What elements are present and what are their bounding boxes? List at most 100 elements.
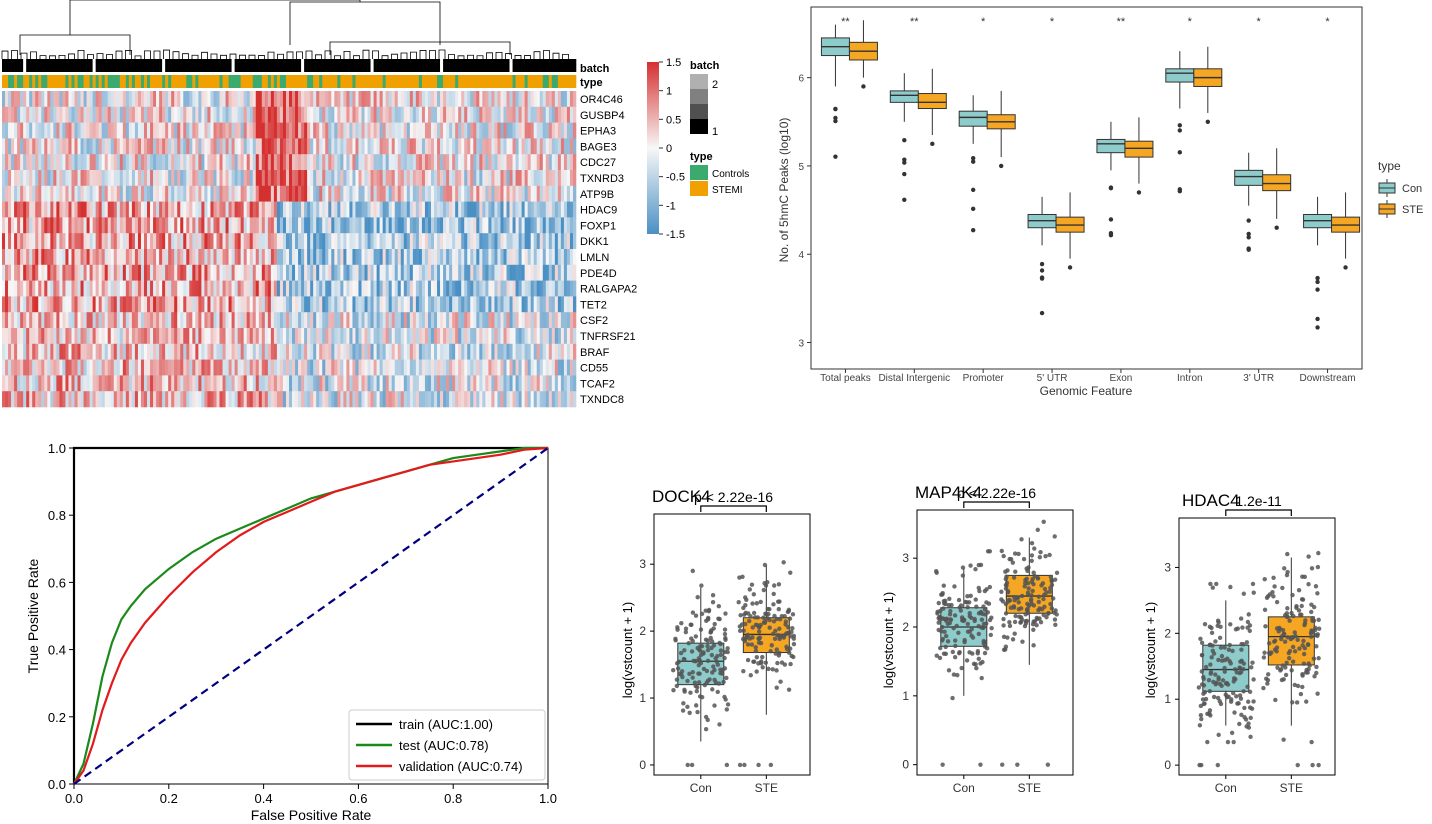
heatmap-cell — [77, 359, 81, 376]
type-annotation-cell — [346, 75, 350, 88]
heatmap-cell — [282, 91, 287, 108]
heatmap-cell — [20, 201, 24, 218]
heatmap-cell — [470, 138, 474, 155]
heatmap-cell — [56, 154, 60, 171]
batch-annotation-cell — [264, 59, 269, 72]
heatmap-cell — [2, 249, 6, 266]
heatmap-cell — [385, 264, 389, 281]
heatmap-cell — [427, 233, 432, 250]
batch-annotation-cell — [192, 59, 196, 72]
heatmap-cell — [137, 201, 142, 218]
heatmap-cell — [352, 122, 356, 139]
heatmap-cell — [394, 138, 399, 155]
heatmap-cell — [557, 359, 562, 376]
heatmap-cell — [548, 138, 553, 155]
heatmap-cell — [216, 280, 220, 297]
heatmap-cell — [98, 375, 102, 392]
heatmap-cell — [11, 233, 15, 250]
heatmap-cell — [382, 185, 386, 202]
heatmap-cell — [545, 122, 550, 139]
heatmap-cell — [131, 106, 136, 123]
heatmap-cell — [446, 201, 450, 218]
heatmap-cell — [140, 264, 145, 281]
heatmap-cell — [361, 296, 365, 313]
heatmap-cell — [352, 264, 356, 281]
heatmap-cell — [418, 233, 423, 250]
heatmap-cell — [497, 375, 501, 392]
heatmap-cell — [397, 391, 402, 408]
heatmap-cell — [8, 185, 12, 202]
data-point — [683, 626, 689, 631]
heatmap-cell — [8, 106, 12, 123]
heatmap-cell — [213, 217, 217, 234]
heatmap-cell — [140, 170, 145, 187]
heatmap-cell — [437, 170, 441, 187]
heatmap-cell — [177, 91, 181, 108]
heatmap-cell — [26, 312, 30, 329]
heatmap-cell — [518, 138, 522, 155]
heatmap-cell — [521, 375, 525, 392]
data-point — [763, 619, 768, 624]
heatmap-cell — [421, 91, 426, 108]
heatmap-cell — [358, 201, 362, 218]
colorbar-tick-label: 0 — [666, 143, 672, 155]
heatmap-cell — [313, 170, 317, 187]
data-point — [774, 647, 779, 652]
heatmap-cell — [153, 359, 157, 376]
data-point — [718, 667, 723, 672]
heatmap-cell — [53, 328, 57, 345]
data-point — [936, 627, 941, 633]
heatmap-cell — [104, 280, 109, 297]
heatmap-cell — [545, 170, 550, 187]
heatmap-cell — [74, 359, 78, 376]
heatmap-cell — [110, 328, 115, 345]
heatmap-cell — [509, 343, 513, 360]
heatmap-cell — [497, 201, 501, 218]
heatmap-cell — [367, 91, 371, 108]
heatmap-cell — [506, 343, 510, 360]
heatmap-cell — [482, 170, 486, 187]
data-point — [747, 636, 753, 641]
type-annotation-cell — [189, 75, 193, 88]
dendrogram-branch — [30, 51, 37, 59]
heatmap-cell — [560, 106, 565, 123]
heatmap-cell — [509, 106, 513, 123]
outlier-point — [970, 155, 976, 161]
heatmap-cell — [213, 375, 217, 392]
heatmap-cell — [325, 328, 329, 345]
heatmap-cell — [485, 343, 489, 360]
heatmap-cell — [391, 170, 396, 187]
heatmap-cell — [370, 217, 374, 234]
heatmap-cell — [406, 185, 411, 202]
heatmap-cell — [563, 375, 568, 392]
heatmap-cell — [285, 138, 290, 155]
heatmap-cell — [322, 264, 326, 281]
heatmap-cell — [418, 280, 423, 297]
type-annotation-cell — [150, 75, 154, 88]
heatmap-cell — [364, 375, 368, 392]
heatmap-cell — [316, 359, 320, 376]
heatmap-cell — [292, 138, 296, 155]
heatmap-cell — [539, 328, 544, 345]
heatmap-cell — [430, 280, 435, 297]
legend-key-con — [1378, 179, 1396, 197]
heatmap-cell — [367, 170, 371, 187]
heatmap-cell — [298, 375, 302, 392]
heatmap-cell — [545, 264, 550, 281]
heatmap-cell — [394, 343, 399, 360]
heatmap-cell — [56, 328, 60, 345]
batch-annotation-cell — [140, 59, 145, 72]
heatmap-cell — [443, 122, 447, 139]
heatmap-cell — [488, 264, 492, 281]
heatmap-cell — [168, 296, 172, 313]
heatmap-cell — [150, 249, 154, 266]
heatmap-cell — [279, 312, 284, 329]
heatmap-cell — [258, 185, 263, 202]
heatmap-cell — [545, 233, 550, 250]
heatmap-cell — [204, 312, 208, 329]
heatmap-cell — [331, 296, 335, 313]
heatmap-cell — [536, 375, 541, 392]
heatmap-cell — [364, 170, 368, 187]
heatmap-cell — [533, 280, 538, 297]
heatmap-cell — [379, 343, 383, 360]
